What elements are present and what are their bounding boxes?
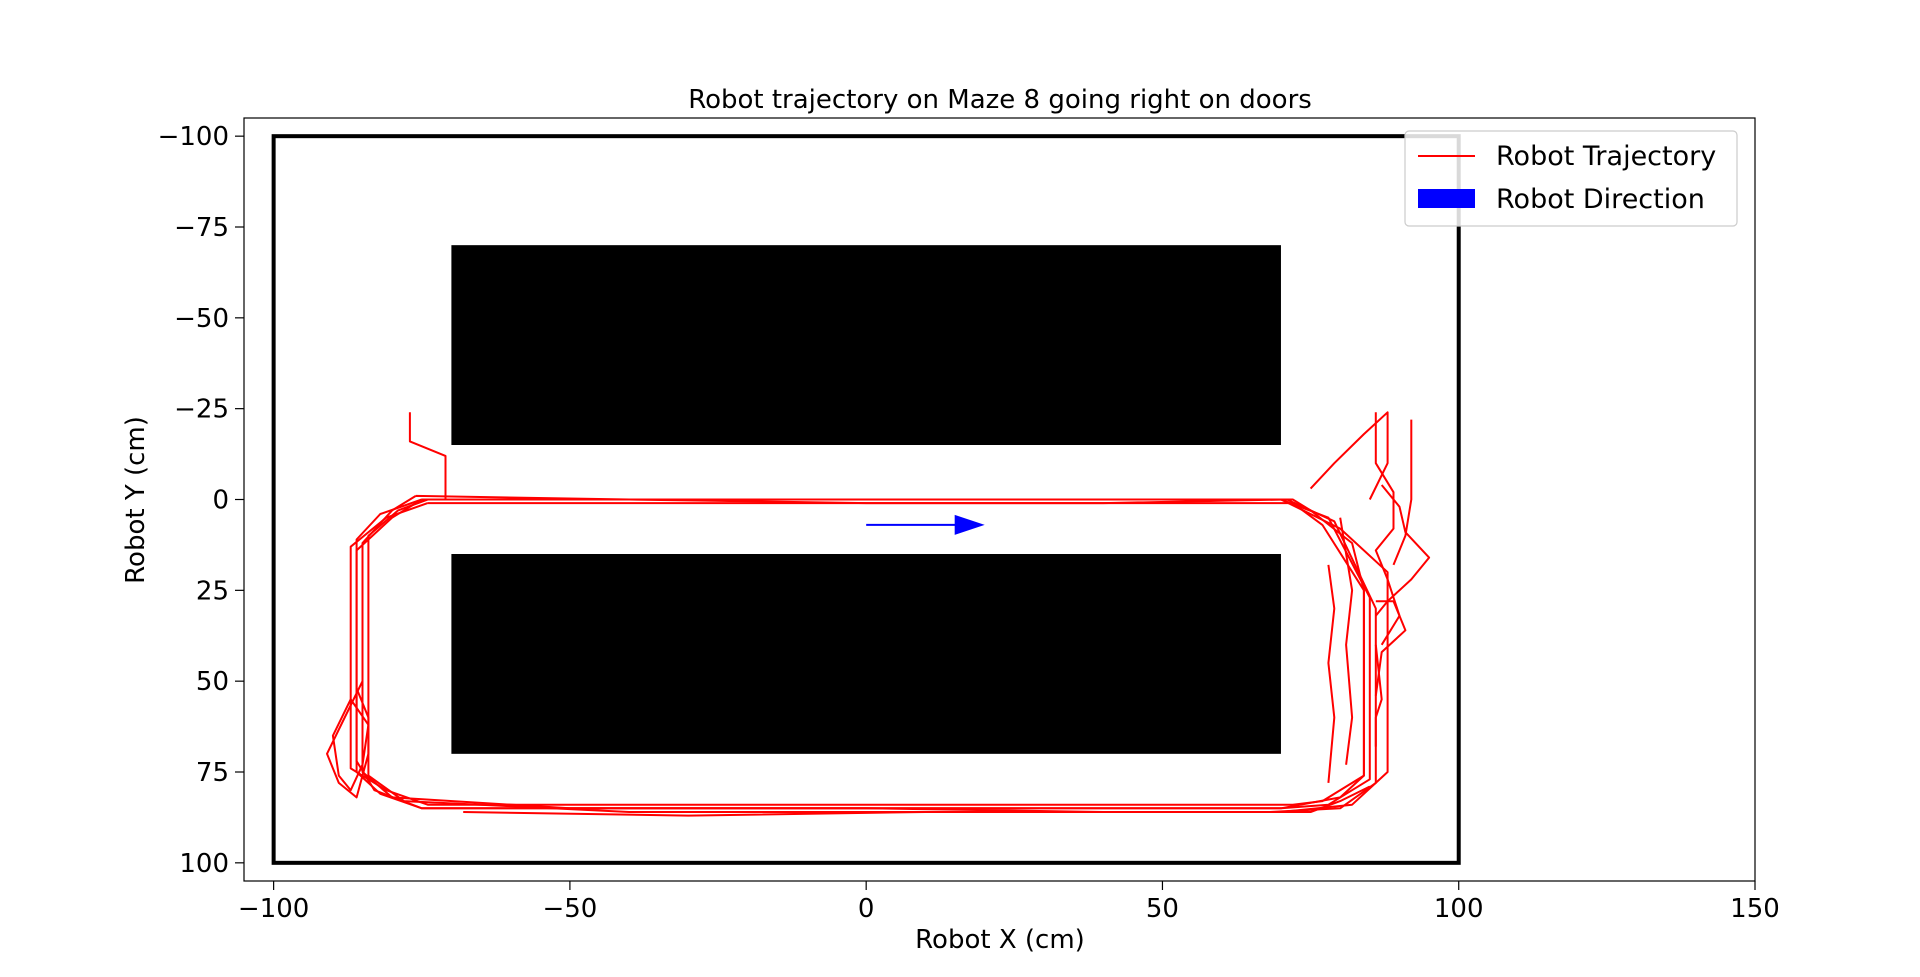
direction-arrow-layer bbox=[866, 514, 985, 535]
y-tick-label: −50 bbox=[174, 304, 229, 334]
legend-direction-swatch bbox=[1418, 189, 1475, 208]
y-axis-label: Robot Y (cm) bbox=[121, 416, 151, 584]
trajectory-line-17 bbox=[1221, 785, 1371, 813]
maze-obstacle-1 bbox=[451, 245, 1281, 445]
y-axis-ticks: −100 −75 −50 −25 0 25 50 75 100 bbox=[158, 122, 244, 879]
trajectory-line-1 bbox=[408, 412, 447, 500]
y-tick-label: −25 bbox=[174, 395, 229, 425]
y-tick-label: 75 bbox=[196, 758, 229, 788]
y-tick-label: 50 bbox=[196, 667, 229, 697]
trajectory-line-4 bbox=[349, 502, 1365, 806]
y-tick-label: −100 bbox=[158, 122, 229, 152]
x-axis-label: Robot X (cm) bbox=[915, 925, 1085, 955]
x-tick-label: −50 bbox=[542, 894, 597, 924]
x-axis-ticks: −100 −50 0 50 100 150 bbox=[238, 881, 1780, 924]
y-tick-label: 100 bbox=[179, 849, 229, 879]
maze bbox=[271, 134, 1461, 865]
plot-area bbox=[243, 117, 1756, 882]
trajectory-line-5 bbox=[367, 498, 1389, 813]
trajectory-lines bbox=[326, 411, 1431, 817]
trajectory-line-13 bbox=[1374, 600, 1407, 696]
trajectory-line-11 bbox=[1392, 419, 1413, 566]
trajectory-line-15 bbox=[1327, 564, 1336, 783]
maze-boundary bbox=[271, 134, 1461, 865]
trajectory-line-18 bbox=[463, 811, 926, 817]
trajectory-line-6 bbox=[355, 498, 1365, 810]
y-tick-label: 0 bbox=[212, 486, 229, 516]
x-tick-label: 0 bbox=[858, 894, 875, 924]
x-tick-label: 150 bbox=[1730, 894, 1780, 924]
y-tick-label: 25 bbox=[196, 576, 229, 606]
legend-direction-label: Robot Direction bbox=[1496, 184, 1705, 215]
legend-trajectory-label: Robot Trajectory bbox=[1496, 141, 1716, 172]
legend: Robot Trajectory Robot Direction bbox=[1404, 130, 1738, 227]
x-tick-label: −100 bbox=[238, 894, 309, 924]
trajectory-line-8 bbox=[331, 698, 370, 792]
x-tick-label: 50 bbox=[1146, 894, 1179, 924]
y-tick-label: −75 bbox=[174, 213, 229, 243]
trajectory-line-16 bbox=[1374, 644, 1383, 747]
direction-arrow-head bbox=[954, 514, 985, 535]
chart-title: Robot trajectory on Maze 8 going right o… bbox=[688, 85, 1312, 115]
trajectory-line-14 bbox=[1339, 517, 1354, 765]
legend-box bbox=[1404, 130, 1738, 227]
x-tick-label: 100 bbox=[1434, 894, 1484, 924]
maze-obstacle-2 bbox=[451, 554, 1281, 754]
